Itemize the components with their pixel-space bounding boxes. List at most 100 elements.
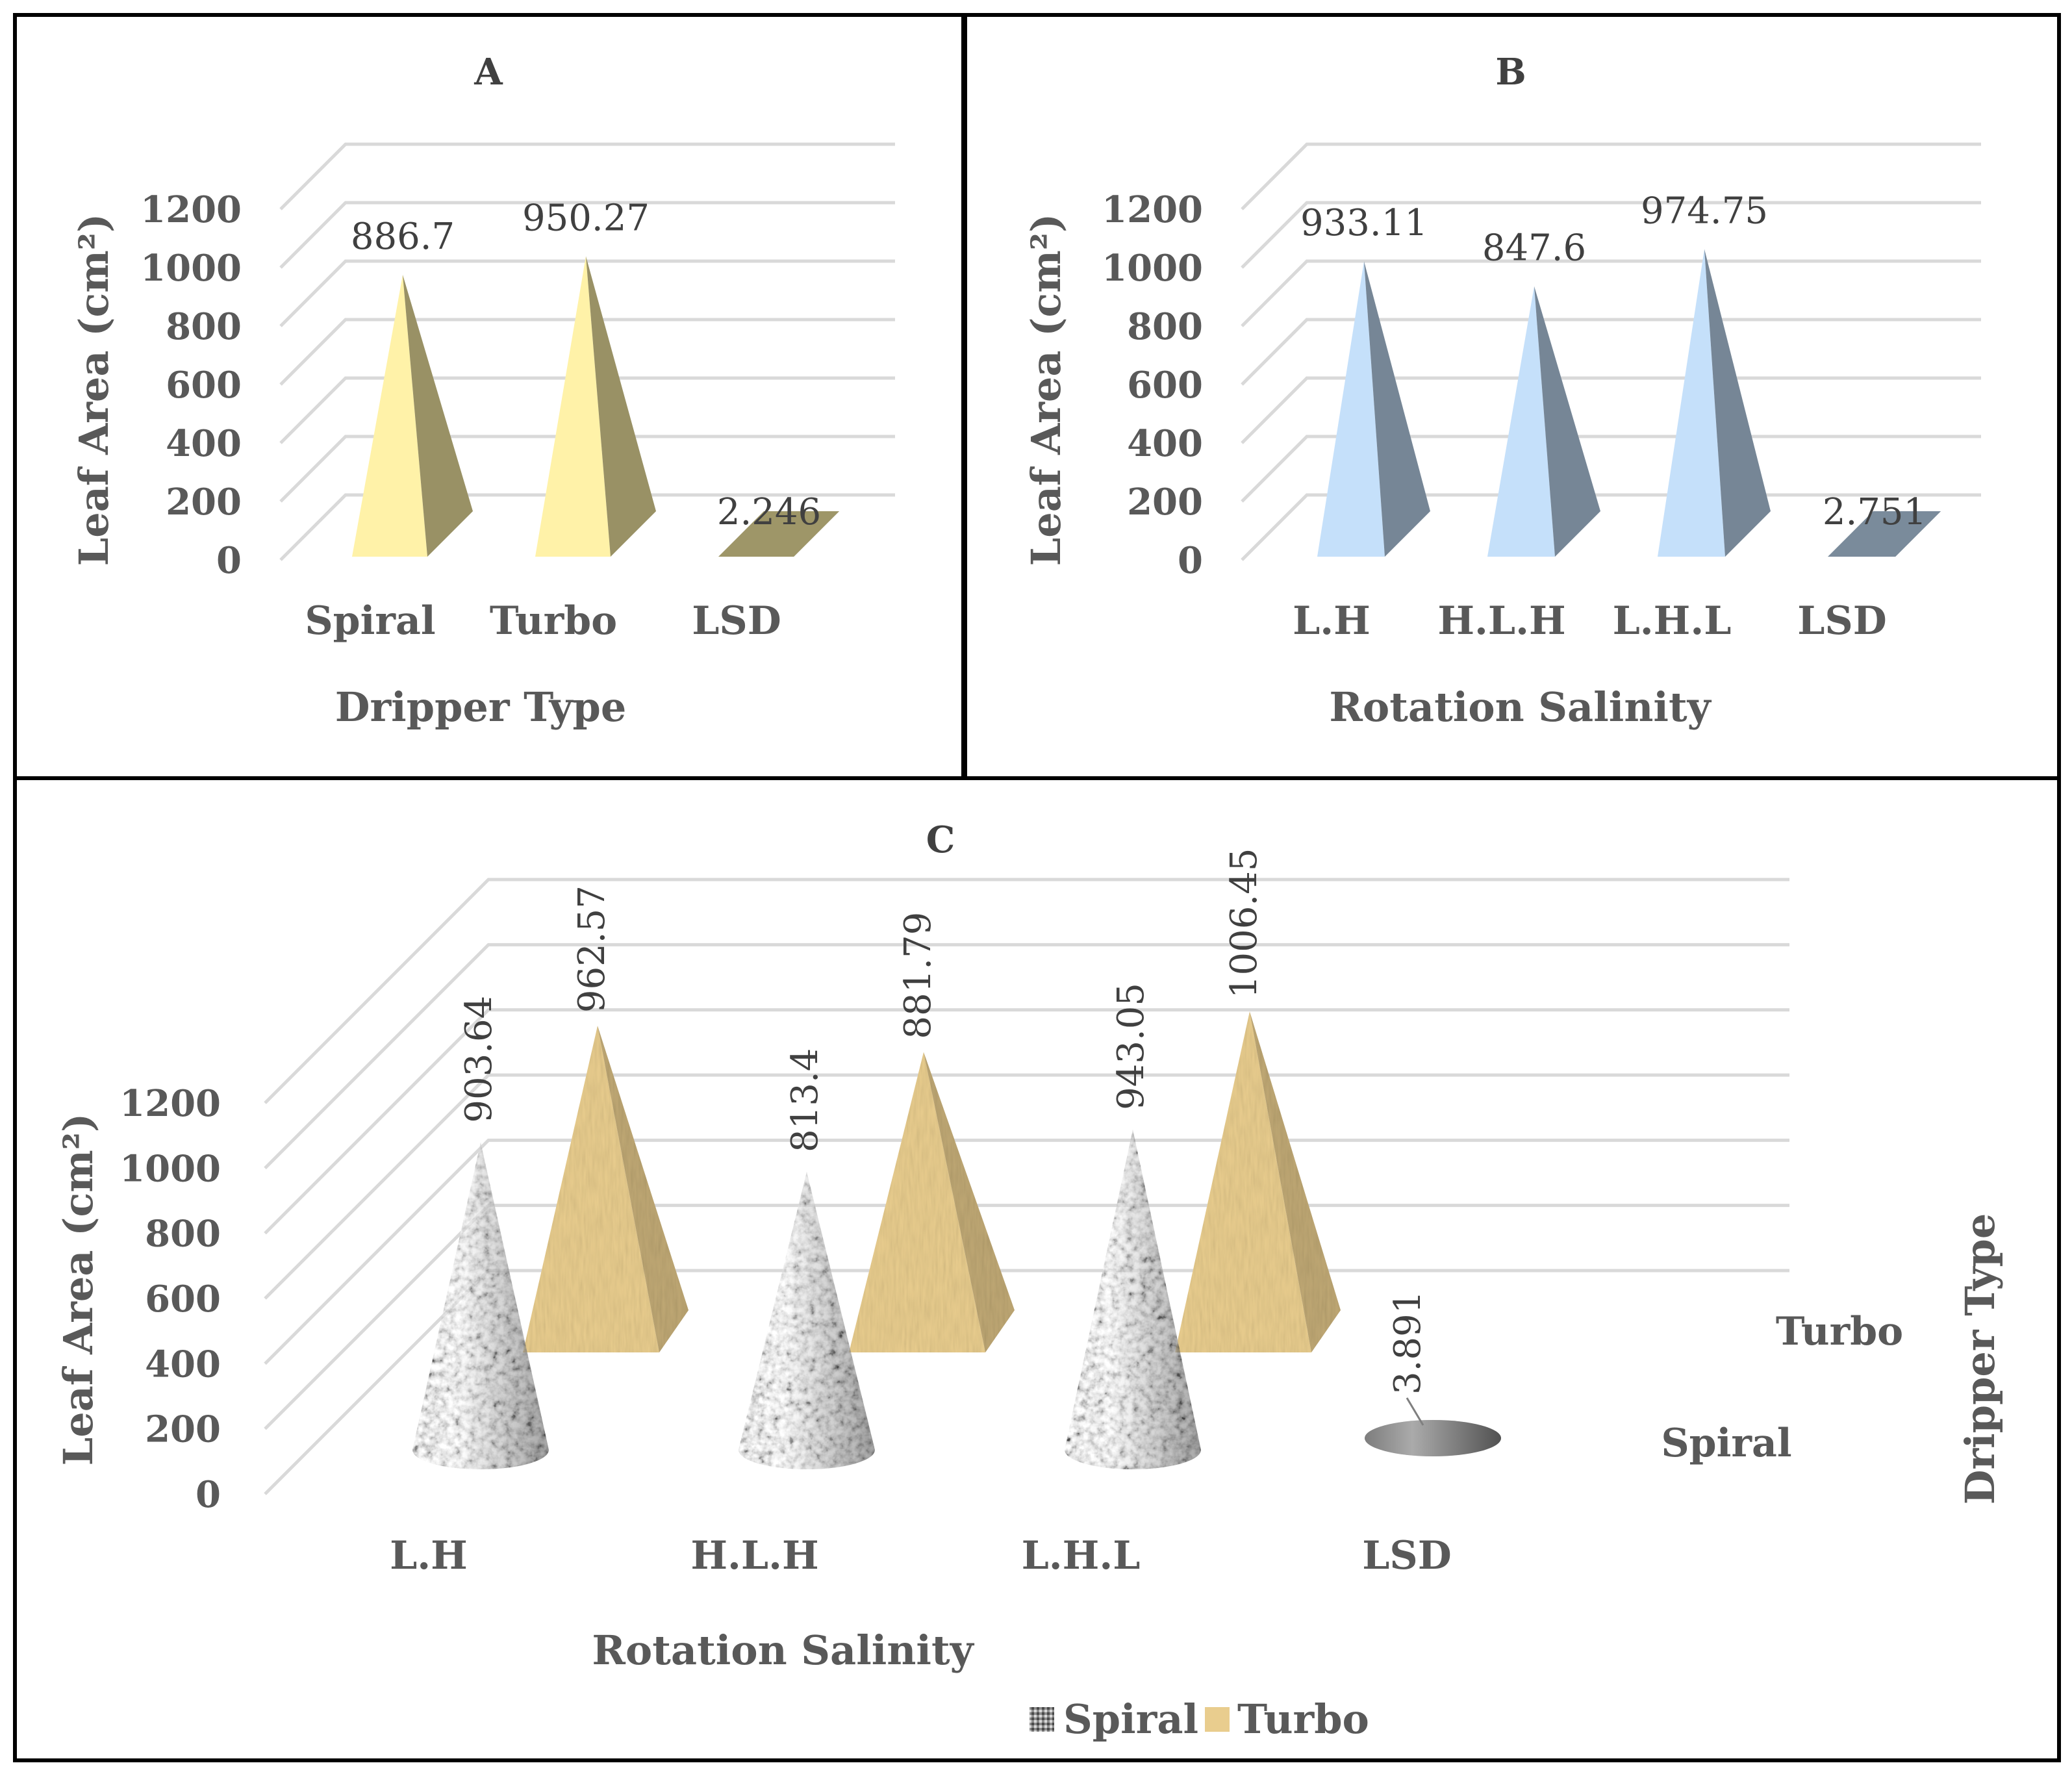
y-tick-label: 200 [145,1408,221,1451]
y-tick-label: 0 [216,539,242,582]
y-tick-label: 1200 [1102,188,1203,231]
chart-c-legend: Spiral Turbo [1030,1695,1369,1743]
gridline [1241,435,1981,503]
chart-b-gridlines [1241,142,1981,561]
bar [352,274,473,557]
turbo-front-face [849,1052,985,1352]
turbo-side-face [598,1026,689,1352]
y-tick-label: 600 [145,1278,221,1321]
lsd-disc-shade [1365,1420,1501,1456]
x-tick-label: H.L.H [1437,598,1565,644]
chart-c-y-ticks: 0 200 400 600 800 1000 1200 [120,1082,221,1516]
gridline [279,376,895,444]
y-tick-label: 1000 [140,247,242,290]
x-tick-label: L.H.L [1613,598,1732,644]
x-tick-label: LSD [1797,598,1887,644]
y-tick-label: 200 [166,481,242,524]
data-label: 847.6 [1482,227,1586,270]
bar [718,511,839,557]
y-tick-label: 1000 [1102,247,1203,290]
chart-b-ylabel: Leaf Area (cm²) [1022,214,1070,566]
gridline [279,201,895,269]
chart-b-y-ticks: 0 200 400 600 800 1000 1200 [1102,188,1203,582]
chart-c-series-turbo [523,1011,1341,1352]
bar [1828,511,1941,557]
data-label: 2.246 [717,491,821,533]
bar-side-face [586,256,656,557]
chart-a-ylabel: Leaf Area (cm²) [70,214,118,566]
chart-a-xlabel: Dripper Type [335,683,627,731]
gridline [264,1073,1789,1300]
gridline [279,142,895,210]
bar-front-face [535,256,611,557]
y-tick-label: 200 [1127,481,1203,524]
y-tick-label: 400 [166,422,242,465]
bar-side-face [1364,261,1430,557]
data-label: 974.75 [1641,190,1768,232]
y-tick-label: 0 [196,1473,221,1516]
gridline [279,259,895,327]
data-label: 3.891 [1387,1291,1429,1395]
data-label: 1006.45 [1223,848,1265,999]
spiral-bar [412,1142,549,1469]
spiral-cone-shade [412,1142,549,1469]
bar [1317,261,1430,557]
turbo-front-face [1175,1011,1311,1352]
data-label: 962.57 [571,885,613,1013]
data-label: 903.64 [458,996,500,1123]
chart-c-xlabel: Rotation Salinity [592,1627,974,1674]
legend-label-turbo: Turbo [1237,1695,1369,1743]
chart-a-x-ticks: Spiral Turbo LSD [305,598,781,644]
panel-a-frame [13,13,965,780]
gridline [264,1138,1789,1365]
gridline [279,493,895,561]
x-tick-label: LSD [1362,1533,1452,1578]
y-tick-label: 600 [166,364,242,407]
y-tick-label: 800 [145,1213,221,1256]
chart-a-y-ticks: 0 200 400 600 800 1000 1200 [140,188,242,582]
depth-tick-label: Turbo [1776,1309,1903,1354]
chart-c-ylabel: Leaf Area (cm²) [55,1113,102,1466]
y-tick-label: 800 [166,305,242,348]
spiral-bar [1065,1129,1201,1469]
chart-c-zlabel: Dripper Type [1956,1213,2004,1505]
x-tick-label: Spiral [305,598,435,644]
spiral-cone-shade [739,1171,875,1469]
gridline [279,435,895,503]
legend-label-spiral: Spiral [1063,1695,1198,1743]
gridline [1241,259,1981,327]
chart-c-depth-ticks: Spiral Turbo [1661,1309,1903,1466]
leader-line [1406,1397,1424,1426]
gridline [1241,318,1981,386]
bar-front-face [1317,261,1385,557]
bar-top-face [1828,511,1941,557]
data-label: 943.05 [1110,983,1152,1110]
x-tick-label: LSD [692,598,781,644]
chart-c: C Leaf Area (cm²) Rotation Salinity Drip… [55,818,2004,1743]
chart-a-bars [352,256,839,557]
y-tick-label: 400 [145,1343,221,1386]
turbo-side-face [1250,1011,1341,1352]
bar-top-face [718,511,839,557]
y-tick-label: 600 [1127,364,1203,407]
x-tick-label: H.L.H [690,1533,818,1578]
chart-b-x-ticks: L.H H.L.H L.H.L LSD [1293,598,1887,644]
spiral-bar [739,1171,875,1469]
data-label: 813.4 [784,1048,826,1152]
chart-c-data-labels: 962.57 903.64 881.79 813.4 1006.45 943.05 3.89… [458,848,1429,1426]
bar-side-face [1704,249,1771,557]
gridline [1241,142,1981,210]
chart-b-xlabel: Rotation Salinity [1329,683,1712,731]
chart-b-data-labels: 933.11 847.6 974.75 2.751 [1300,190,1927,533]
bar-side-face [1534,286,1600,557]
data-label: 950.27 [522,197,650,239]
depth-tick-label: Spiral [1661,1421,1791,1466]
y-tick-label: 800 [1127,305,1203,348]
turbo-front-face [523,1026,659,1352]
x-tick-label: L.H [1293,598,1371,644]
legend-swatch-spiral [1030,1707,1054,1732]
chart-c-title: C [926,818,955,861]
panel-c-frame [13,776,2061,1762]
gridline [1241,201,1981,269]
